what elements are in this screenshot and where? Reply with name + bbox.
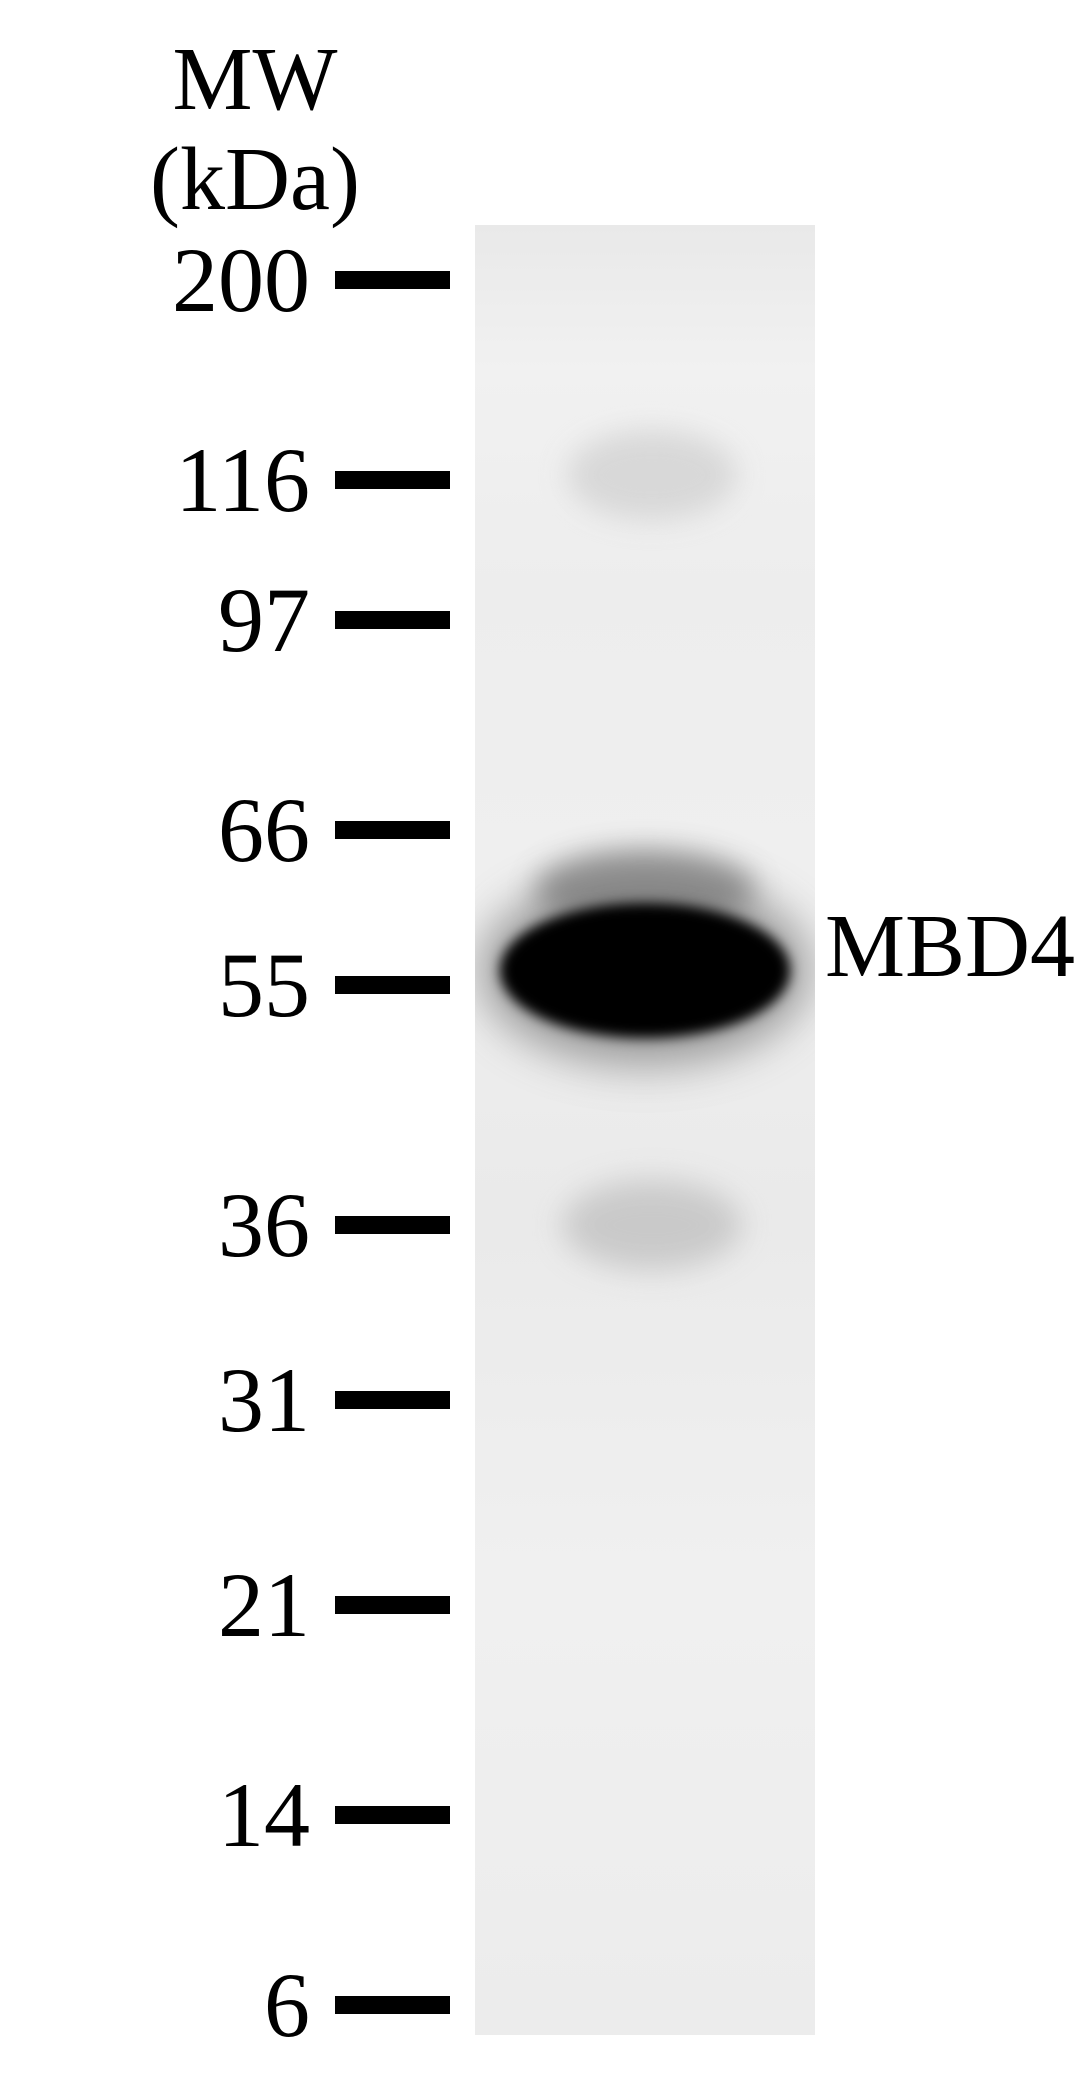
gel-band	[567, 430, 737, 520]
band-label-mbd4: MBD4	[825, 895, 1075, 998]
mw-header: MW (kDa)	[115, 30, 395, 230]
ladder-label: 21	[218, 1552, 310, 1658]
ladder-tick	[335, 1216, 450, 1234]
ladder-tick	[335, 976, 450, 994]
gel-lane	[475, 225, 815, 2035]
ladder-tick	[335, 271, 450, 289]
ladder-label: 31	[218, 1347, 310, 1453]
ladder-label: 97	[218, 567, 310, 673]
gel-band	[500, 903, 790, 1038]
ladder-label: 200	[172, 227, 310, 333]
ladder-label: 36	[218, 1172, 310, 1278]
mw-header-line2: (kDa)	[115, 130, 395, 230]
mw-header-line1: MW	[115, 30, 395, 130]
ladder-tick	[335, 611, 450, 629]
ladder-tick	[335, 1996, 450, 2014]
gel-band	[562, 1180, 742, 1270]
ladder-tick	[335, 1596, 450, 1614]
ladder-label: 55	[218, 932, 310, 1038]
ladder-tick	[335, 1391, 450, 1409]
ladder-tick	[335, 821, 450, 839]
ladder-label: 66	[218, 777, 310, 883]
ladder-label: 14	[218, 1762, 310, 1868]
ladder-label: 6	[264, 1952, 310, 2058]
ladder-tick	[335, 1806, 450, 1824]
ladder-tick	[335, 471, 450, 489]
ladder-label: 116	[175, 427, 310, 533]
